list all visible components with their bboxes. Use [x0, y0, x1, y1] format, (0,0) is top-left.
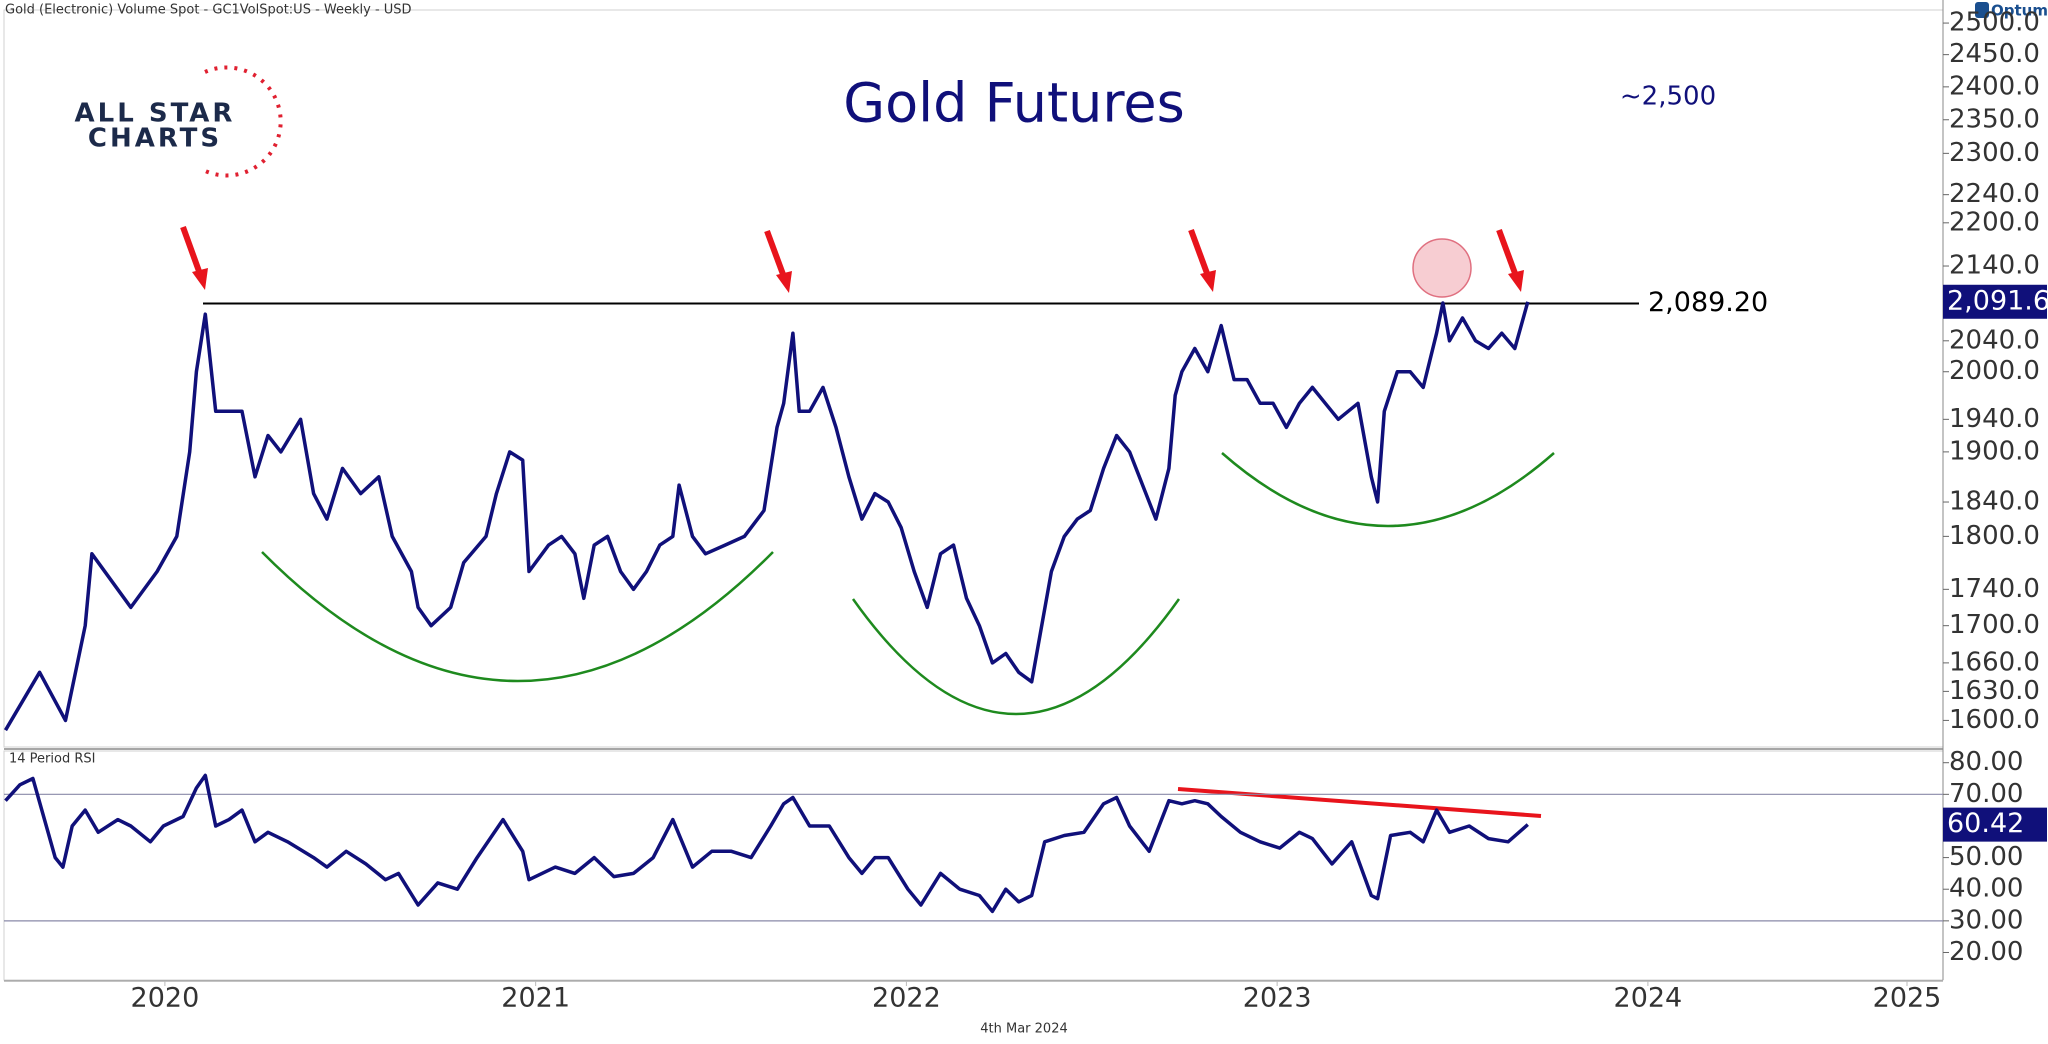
price-line	[3, 301, 1530, 732]
y-tick-label: 1630.0	[1949, 676, 2040, 706]
arc	[851, 598, 1181, 716]
rsi-panel-frame	[3, 750, 1944, 981]
brand: Optuma	[1991, 2, 2048, 20]
y-tick-label: 2000.0	[1949, 356, 2040, 386]
y-tick-label: 1600.0	[1949, 705, 2040, 735]
arrow-head	[776, 271, 792, 293]
x-tick-label: 2022	[872, 983, 941, 1014]
highlight-circle	[1412, 238, 1472, 298]
arrow-head	[1200, 270, 1216, 292]
y-tick-label: 1800.0	[1949, 521, 2040, 551]
y-tick-label: 50.00	[1949, 842, 2023, 872]
arrow-head	[1508, 270, 1524, 292]
y-tick-label: 2140.0	[1949, 251, 2040, 281]
resistance-label: 2,089.20	[1648, 287, 1768, 318]
y-tick-label: 1700.0	[1949, 610, 2040, 640]
annotation: ~2,500	[1620, 82, 1716, 112]
y-tick-label: 2400.0	[1949, 71, 2040, 101]
date-label: 4th Mar 2024	[980, 1022, 1067, 1037]
rounding-arcs	[261, 452, 1555, 716]
logo-line: CHARTS	[88, 124, 222, 154]
y-tick-label: 1660.0	[1949, 647, 2040, 677]
x-tick-label: 2020	[131, 983, 200, 1014]
y-tick-label: 2040.0	[1949, 325, 2040, 355]
y-tick-label: 30.00	[1949, 905, 2023, 935]
y-tick-label: 2450.0	[1949, 39, 2040, 69]
arc	[1221, 452, 1555, 528]
arc	[261, 551, 774, 683]
y-tick-label: 1940.0	[1949, 404, 2040, 434]
x-tick-label: 2025	[1873, 983, 1942, 1014]
arrow	[1188, 228, 1211, 278]
price-line	[4, 773, 1529, 914]
y-tick-label: 2200.0	[1949, 207, 2040, 237]
y-tick-label: 2240.0	[1949, 179, 2040, 209]
y-tick-label: 20.00	[1949, 937, 2023, 967]
brand-icon	[1975, 2, 1989, 18]
arrow-head	[192, 268, 208, 290]
panel-title: 14 Period RSI	[9, 752, 95, 767]
arrow	[764, 229, 787, 279]
chart-title: Gold Futures	[843, 72, 1184, 135]
y-tick-label: 1900.0	[1949, 436, 2040, 466]
last-value-label: 60.42	[1947, 808, 2024, 839]
y-tick-label: 70.00	[1949, 779, 2023, 809]
arrows	[180, 225, 1524, 293]
x-tick-label: 2021	[501, 983, 570, 1014]
last-value-box	[1943, 807, 2047, 842]
arrow	[180, 225, 203, 276]
header: Gold (Electronic) Volume Spot - GC1VolSp…	[5, 3, 412, 18]
y-tick-label: 2300.0	[1949, 138, 2040, 168]
logo-line: ALL STAR	[75, 99, 236, 129]
arrow	[1496, 228, 1519, 278]
y-tick-label: 2500.0	[1949, 8, 2040, 38]
rsi-divergence-line	[1177, 787, 1542, 818]
x-tick-label: 2023	[1243, 983, 1312, 1014]
y-tick-label: 1740.0	[1949, 574, 2040, 604]
y-tick-label: 2350.0	[1949, 104, 2040, 134]
x-tick-label: 2024	[1614, 983, 1683, 1014]
last-value-box	[1943, 284, 2047, 319]
y-tick-label: 80.00	[1949, 747, 2023, 777]
logo-stars	[202, 65, 283, 178]
last-value-label: 2,091.6	[1947, 285, 2048, 316]
y-tick-label: 40.00	[1949, 874, 2023, 904]
y-tick-label: 1840.0	[1949, 487, 2040, 517]
